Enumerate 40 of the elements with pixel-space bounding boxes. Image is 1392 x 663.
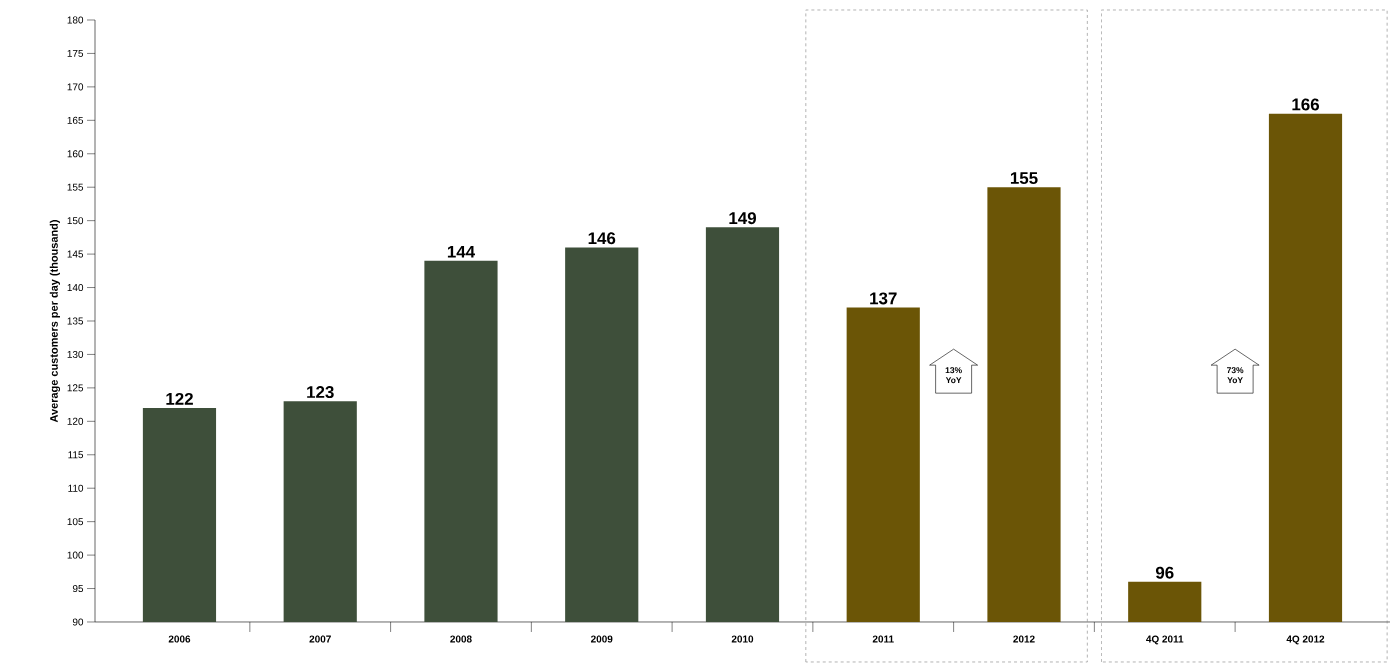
- y-axis-title: Average customers per day (thousand): [49, 220, 61, 423]
- x-tick-label: 4Q 2011: [1146, 635, 1184, 645]
- y-tick-label: 105: [67, 518, 84, 526]
- data-label: 166: [1292, 98, 1320, 111]
- y-tick-label: 150: [67, 217, 84, 225]
- x-tick-label: 2008: [450, 635, 472, 643]
- data-label: 137: [870, 292, 897, 305]
- annotation: 13% YoY: [945, 367, 962, 384]
- y-tick-label: 115: [68, 451, 84, 459]
- y-tick-label: 140: [67, 284, 84, 292]
- x-tick-label: 2007: [309, 635, 331, 643]
- data-label: 155: [1010, 172, 1038, 185]
- data-label: 122: [166, 392, 193, 405]
- y-tick-label: 100: [67, 551, 84, 559]
- x-tick-label: 4Q 2012: [1286, 635, 1325, 645]
- y-tick-label: 180: [67, 16, 84, 24]
- y-tick-label: 110: [68, 484, 84, 492]
- y-tick-label: 95: [72, 585, 84, 593]
- x-tick-label: 2011: [872, 635, 894, 643]
- annotation: 73% YoY: [1227, 367, 1244, 384]
- y-tick-label: 170: [67, 83, 84, 91]
- data-label: 149: [729, 212, 756, 225]
- y-tick-label: 130: [67, 350, 84, 358]
- y-tick-label: 135: [67, 317, 84, 325]
- data-label: 96: [1155, 566, 1174, 579]
- data-label: 146: [588, 232, 616, 245]
- x-tick-label: 2010: [731, 635, 754, 643]
- y-tick-label: 120: [67, 417, 84, 425]
- y-tick-label: 145: [67, 250, 84, 258]
- y-tick-label: 155: [67, 183, 84, 191]
- x-tick-label: 2009: [590, 635, 613, 643]
- data-label: 123: [307, 386, 334, 399]
- y-tick-label: 90: [72, 618, 84, 626]
- x-tick-label: 2006: [168, 635, 191, 643]
- y-tick-label: 175: [67, 49, 84, 57]
- x-tick-label: 2012: [1013, 635, 1035, 643]
- data-label: 144: [447, 245, 476, 258]
- y-tick-label: 160: [67, 150, 84, 158]
- y-tick-label: 125: [67, 384, 84, 392]
- y-tick-label: 165: [67, 116, 84, 124]
